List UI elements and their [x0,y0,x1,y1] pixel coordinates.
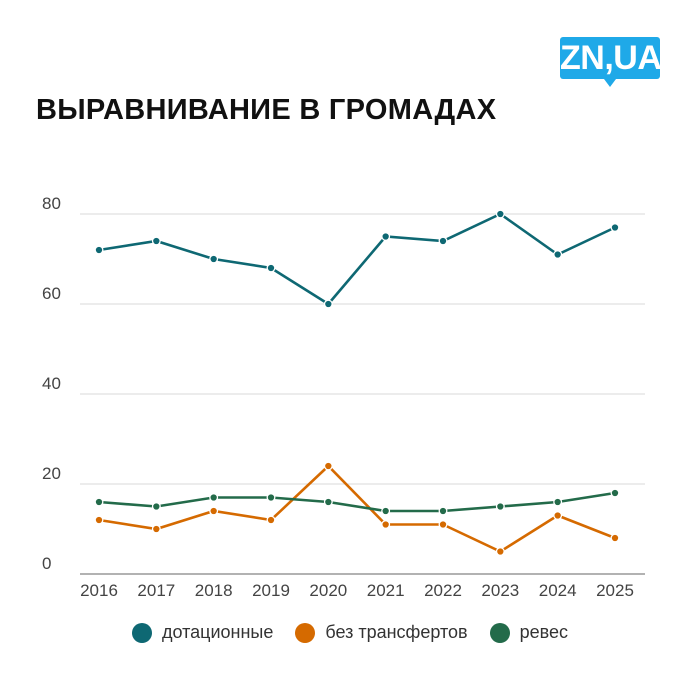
legend-label: без трансфертов [325,622,468,642]
x-tick-label: 2021 [367,581,405,600]
legend-dot-icon [131,622,152,643]
data-point [381,520,391,529]
data-point [610,223,620,232]
x-tick-label: 2024 [539,581,577,600]
data-point [266,515,276,525]
legend-item: ревес [489,622,568,643]
x-tick-label: 2020 [309,581,347,600]
chart-title: ВЫРАВНИВАНИЕ В ГРОМАДАХ [36,94,497,126]
data-point [323,497,333,507]
data-point [495,547,505,556]
data-point [151,502,161,511]
data-point [610,533,620,543]
data-point [209,254,219,264]
data-point [209,506,219,516]
data-point [438,236,448,246]
data-point [381,232,391,241]
y-tick-label: 80 [42,194,61,213]
y-tick-label: 20 [42,464,61,483]
data-point [553,250,563,259]
data-point [151,236,161,246]
data-point [381,506,391,516]
data-point [151,524,161,534]
series-line-1 [98,464,616,553]
data-point [209,493,219,502]
data-point [94,497,104,507]
y-tick-label: 60 [42,284,61,303]
series-line-0 [98,212,616,306]
legend-dot-icon [489,622,510,643]
data-point [94,245,104,255]
data-point [610,488,620,498]
data-point [495,209,505,219]
data-point [438,520,448,529]
y-tick-label: 40 [42,374,61,393]
legend: дотационные без трансфертов ревес [0,622,700,643]
x-tick-label: 2022 [424,581,462,600]
x-tick-label: 2019 [252,581,290,600]
legend-label: ревес [519,622,568,642]
data-point [553,511,563,520]
data-point [495,502,505,511]
data-point [438,506,448,516]
data-point [94,515,104,525]
legend-item: без трансфертов [295,622,468,643]
legend-label: дотационные [161,622,274,642]
zn-ua-logo: ZN,UA [560,37,662,87]
y-tick-label: 0 [42,554,51,573]
data-point [323,461,333,471]
data-point [266,263,276,273]
x-tick-label: 2025 [596,581,634,600]
data-point [266,493,276,502]
x-tick-label: 2016 [80,581,118,600]
x-tick-label: 2018 [195,581,233,600]
legend-item: дотационные [131,622,274,643]
data-point [553,497,563,507]
series-line-2 [98,491,616,513]
x-tick-label: 2017 [137,581,175,600]
legend-dot-icon [295,622,316,643]
x-tick-label: 2023 [481,581,519,600]
data-point [323,299,333,309]
